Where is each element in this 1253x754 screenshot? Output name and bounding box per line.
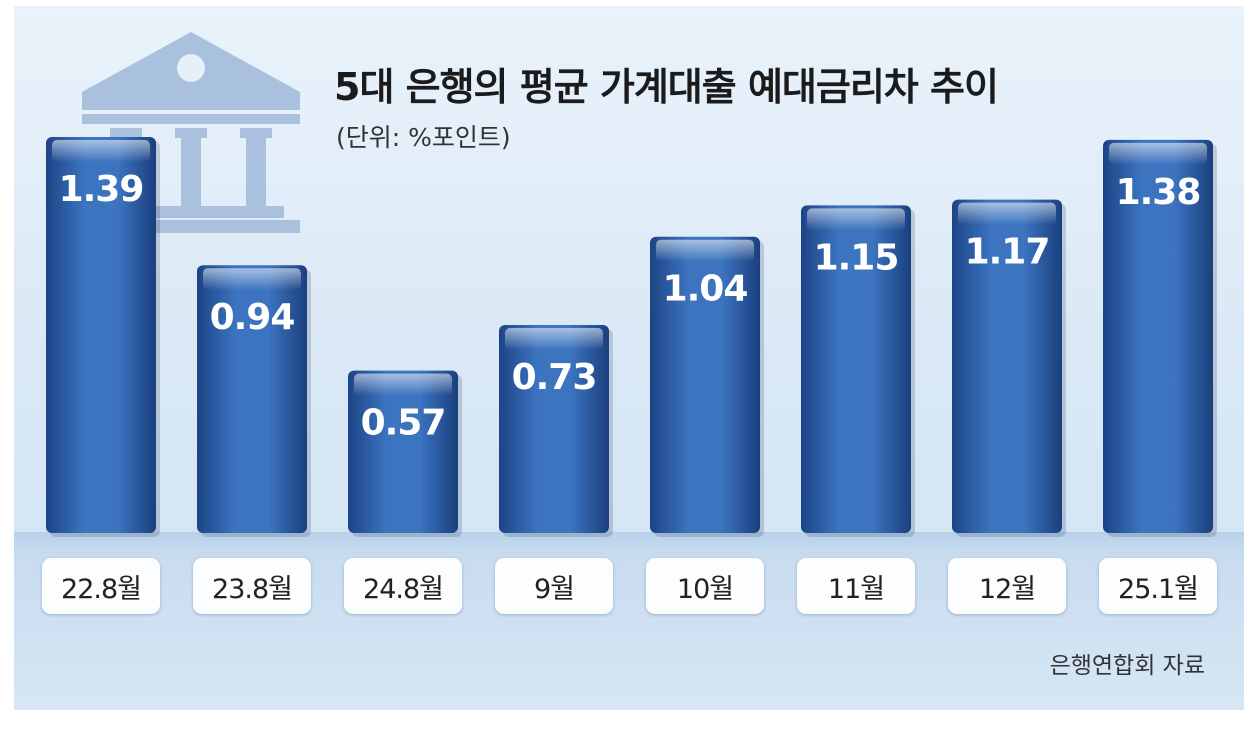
bar-rect bbox=[952, 199, 1062, 534]
bar-6: 1.15 bbox=[801, 205, 915, 538]
bar-rect bbox=[46, 136, 156, 533]
bar-value-label: 1.04 bbox=[663, 269, 748, 310]
category-label: 9월 bbox=[495, 558, 613, 614]
bar-rect bbox=[348, 370, 458, 533]
category-label: 25.1월 bbox=[1099, 558, 1217, 614]
bar-7: 1.17 bbox=[952, 199, 1066, 538]
bar-2: 0.94 bbox=[197, 265, 311, 537]
chart-title: 5대 은행의 평균 가계대출 예대금리차 추이 bbox=[334, 65, 999, 109]
bar-3: 0.57 bbox=[348, 370, 462, 537]
category-label: 11월 bbox=[797, 558, 915, 614]
bar-value-label: 0.57 bbox=[361, 403, 446, 444]
bar-rect bbox=[197, 265, 307, 533]
chart-unit-label: (단위: %포인트) bbox=[336, 123, 511, 152]
bar-5: 1.04 bbox=[650, 236, 764, 538]
bar-value-label: 0.73 bbox=[512, 357, 597, 398]
bar-value-label: 1.17 bbox=[965, 232, 1050, 273]
category-label: 23.8월 bbox=[193, 558, 311, 614]
category-label: 12월 bbox=[948, 558, 1066, 614]
bar-value-label: 1.38 bbox=[1116, 172, 1201, 213]
bar-rect bbox=[1103, 139, 1213, 533]
bar-rect bbox=[801, 205, 911, 534]
source-note: 은행연합회 자료 bbox=[1049, 653, 1205, 679]
bar-rect bbox=[650, 236, 760, 534]
category-label: 10월 bbox=[646, 558, 764, 614]
category-label: 22.8월 bbox=[42, 558, 160, 614]
bar-8: 1.38 bbox=[1103, 139, 1217, 537]
bar-value-label: 1.15 bbox=[814, 237, 899, 278]
bar-value-label: 1.39 bbox=[59, 169, 144, 210]
category-label: 24.8월 bbox=[344, 558, 462, 614]
bar-rect bbox=[499, 325, 609, 533]
bar-1: 1.39 bbox=[46, 136, 160, 537]
bar-value-label: 0.94 bbox=[210, 297, 295, 338]
bar-4: 0.73 bbox=[499, 325, 613, 537]
